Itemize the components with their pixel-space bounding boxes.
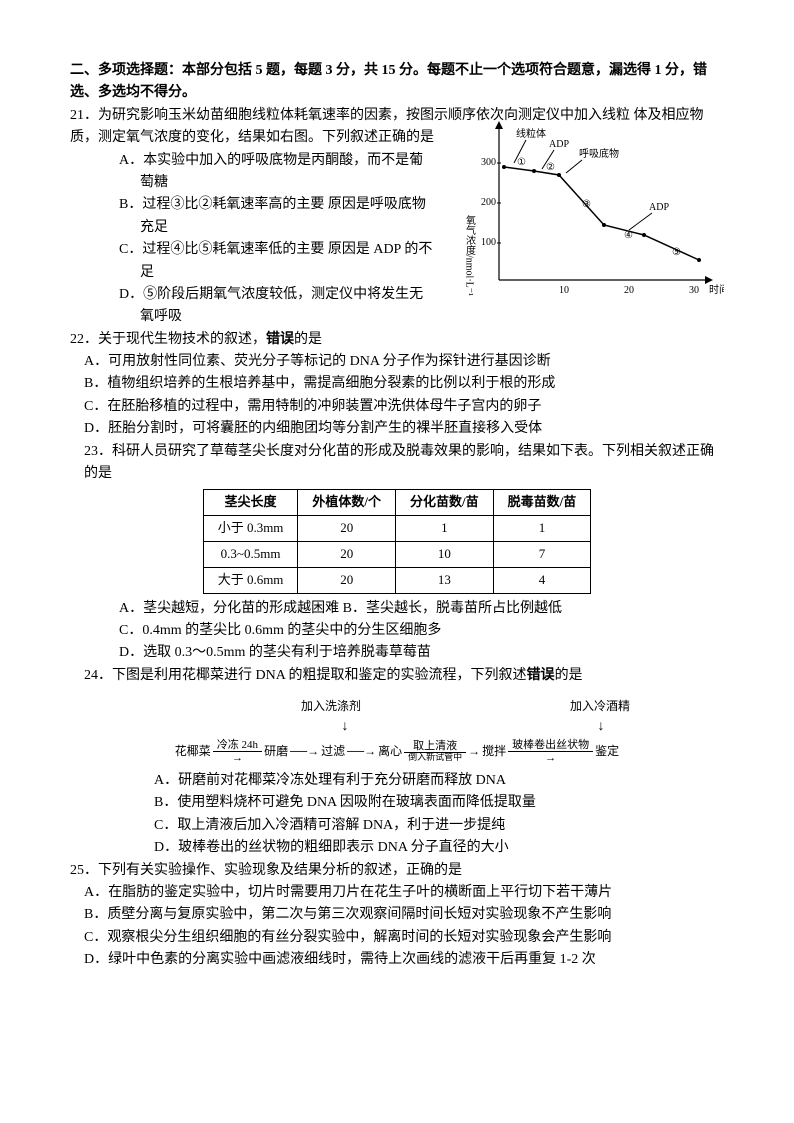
q21-chart: 100 200 300 10 20 30 时间/min 氧气浓度/nmol·L⁻… <box>454 115 724 305</box>
svg-text:线粒体: 线粒体 <box>516 127 546 140</box>
q22-opt-c: C．在胚胎移植的过程中，需用特制的冲卵装置冲洗供体母牛子宫内的卵子 <box>84 396 724 418</box>
td: 20 <box>298 516 396 542</box>
down-arrow-icon: ↓ <box>342 716 349 738</box>
q24-opt-b: B．使用塑料烧杯可避免 DNA 因吸附在玻璃表面而降低提取量 <box>154 792 724 814</box>
flow-top-right: 加入冷酒精 <box>570 697 630 716</box>
th: 外植体数/个 <box>298 490 396 516</box>
q23-stem: 科研人员研究了草莓茎尖长度对分化苗的形成及脱毒效果的影响，结果如下表。下列相关叙… <box>84 444 714 481</box>
td: 10 <box>396 542 494 568</box>
td: 20 <box>298 542 396 568</box>
q22-opt-b: B．植物组织培养的生根培养基中，需提高细胞分裂素的比例以利于根的形成 <box>84 373 724 395</box>
edge-label: 取上清液 <box>404 740 466 753</box>
q21: 21．为研究影响玉米幼苗细胞线粒体耗氧速率的因素，按图示顺序依次向测定仪中加入线… <box>70 105 724 329</box>
edge-label: 玻棒卷出丝状物 <box>508 739 593 752</box>
q22-bold: 错误 <box>266 332 294 347</box>
q23: 23．科研人员研究了草莓茎尖长度对分化苗的形成及脱毒效果的影响，结果如下表。下列… <box>84 441 724 486</box>
q25: 25．下列有关实验操作、实验现象及结果分析的叙述，正确的是 <box>70 860 724 882</box>
down-arrow-icon: ↓ <box>598 716 605 738</box>
q23-opt-ab: A．茎尖越短，分化苗的形成越困难 B．茎尖越长，脱毒苗所占比例越低 <box>119 598 724 620</box>
svg-text:30: 30 <box>689 285 699 296</box>
th: 茎尖长度 <box>203 490 298 516</box>
q24-stem-a: 下图是利用花椰菜进行 DNA 的粗提取和鉴定的实验流程，下列叙述 <box>112 668 527 683</box>
th: 脱毒苗数/苗 <box>493 490 591 516</box>
table-row: 茎尖长度 外植体数/个 分化苗数/苗 脱毒苗数/苗 <box>203 490 591 516</box>
svg-text:20: 20 <box>624 285 634 296</box>
q21-number: 21． <box>70 108 98 123</box>
arrow-icon: ──→ <box>290 742 319 761</box>
q24-flow: 加入洗涤剂 加入冷酒精 ↓ ↓ 花椰菜 冷冻 24h→ 研磨 ──→ 过滤 ──… <box>70 697 724 764</box>
q24-opt-c: C．取上清液后加入冷酒精可溶解 DNA，利于进一步提纯 <box>154 815 724 837</box>
flow-top-left: 加入洗涤剂 <box>301 697 361 716</box>
q24-opt-d: D．玻棒卷出的丝状物的粗细即表示 DNA 分子直径的大小 <box>154 837 724 859</box>
svg-text:100: 100 <box>481 237 496 248</box>
svg-text:ADP: ADP <box>549 139 569 150</box>
q25-stem: 下列有关实验操作、实验现象及结果分析的叙述，正确的是 <box>98 863 462 878</box>
q22-opt-a: A．可用放射性同位素、荧光分子等标记的 DNA 分子作为探针进行基因诊断 <box>84 351 724 373</box>
svg-text:①: ① <box>517 157 526 168</box>
td: 4 <box>493 567 591 593</box>
q24: 24．下图是利用花椰菜进行 DNA 的粗提取和鉴定的实验流程，下列叙述错误的是 <box>84 665 724 687</box>
svg-text:⑤: ⑤ <box>672 247 681 258</box>
q21-opt-a: A．本实验中加入的呼吸底物是丙酮酸，而不是葡萄糖 <box>119 150 436 195</box>
table-row: 0.3~0.5mm20107 <box>203 542 591 568</box>
q22-number: 22． <box>70 332 98 347</box>
td: 7 <box>493 542 591 568</box>
q22-opt-d: D．胚胎分割时，可将囊胚的内细胞团均等分割产生的裸半胚直接移入受体 <box>84 418 724 440</box>
svg-text:ADP: ADP <box>649 202 669 213</box>
td: 0.3~0.5mm <box>203 542 298 568</box>
q25-opt-b: B．质壁分离与复原实验中，第二次与第三次观察间隔时间长短对实验现象不产生影响 <box>84 904 724 926</box>
edge-label: 冷冻 24h <box>213 739 262 752</box>
flow-node: 花椰菜 <box>175 742 211 761</box>
svg-text:200: 200 <box>481 197 496 208</box>
q22: 22．关于现代生物技术的叙述，错误的是 <box>70 329 724 351</box>
q25-opt-c: C．观察根尖分生组织细胞的有丝分裂实验中，解离时间的长短对实验现象会产生影响 <box>84 927 724 949</box>
q21-opt-b: B．过程③比②耗氧速率高的主要 原因是呼吸底物充足 <box>119 194 436 239</box>
td: 13 <box>396 567 494 593</box>
q23-opt-d: D．选取 0.3～0.5mm 的茎尖有利于培养脱毒草莓苗 <box>119 642 724 664</box>
td: 1 <box>493 516 591 542</box>
q21-opt-d: D．⑤阶段后期氧气浓度较低，测定仪中将发生无氧呼吸 <box>119 284 436 329</box>
flow-node: 离心 <box>378 742 402 761</box>
flow-node: 鉴定 <box>595 742 619 761</box>
arrow-icon: ──→ <box>347 742 376 761</box>
q21-opt-c: C．过程④比⑤耗氧速率低的主要 原因是 ADP 的不足 <box>119 239 436 284</box>
q23-table: 茎尖长度 外植体数/个 分化苗数/苗 脱毒苗数/苗 小于 0.3mm2011 0… <box>203 489 592 593</box>
table-row: 小于 0.3mm2011 <box>203 516 591 542</box>
td: 1 <box>396 516 494 542</box>
svg-text:时间/min: 时间/min <box>709 283 724 296</box>
svg-text:10: 10 <box>559 285 569 296</box>
q22-stem-b: 的是 <box>294 332 322 347</box>
q23-number: 23． <box>84 444 112 459</box>
q24-bold: 错误 <box>527 668 555 683</box>
td: 20 <box>298 567 396 593</box>
td: 小于 0.3mm <box>203 516 298 542</box>
q25-opt-a: A．在脂肪的鉴定实验中，切片时需要用刀片在花生子叶的横断面上平行切下若干薄片 <box>84 882 724 904</box>
q25-number: 25． <box>70 863 98 878</box>
svg-text:②: ② <box>546 162 555 173</box>
q24-number: 24． <box>84 668 112 683</box>
svg-text:呼吸底物: 呼吸底物 <box>579 147 619 160</box>
section-title: 二、多项选择题：本部分包括 5 题，每题 3 分，共 15 分。每题不止一个选项… <box>70 60 724 105</box>
th: 分化苗数/苗 <box>396 490 494 516</box>
q24-opt-a: A．研磨前对花椰菜冷冻处理有利于充分研磨而释放 DNA <box>154 770 724 792</box>
q22-stem-a: 关于现代生物技术的叙述， <box>98 332 266 347</box>
q24-stem-b: 的是 <box>555 668 583 683</box>
svg-text:④: ④ <box>624 230 633 241</box>
svg-text:③: ③ <box>582 199 591 210</box>
table-row: 大于 0.6mm20134 <box>203 567 591 593</box>
q25-opt-d: D．绿叶中色素的分离实验中画滤液细线时，需待上次画线的滤液干后再重复 1-2 次 <box>84 949 724 971</box>
q23-opt-c: C．0.4mm 的茎尖比 0.6mm 的茎尖中的分生区细胞多 <box>119 620 724 642</box>
flow-node: 研磨 <box>264 742 288 761</box>
td: 大于 0.6mm <box>203 567 298 593</box>
flow-node: 搅拌 <box>482 742 506 761</box>
svg-text:氧气浓度/nmol·L⁻¹: 氧气浓度/nmol·L⁻¹ <box>464 214 476 296</box>
svg-text:300: 300 <box>481 157 496 168</box>
flow-node: 过滤 <box>321 742 345 761</box>
